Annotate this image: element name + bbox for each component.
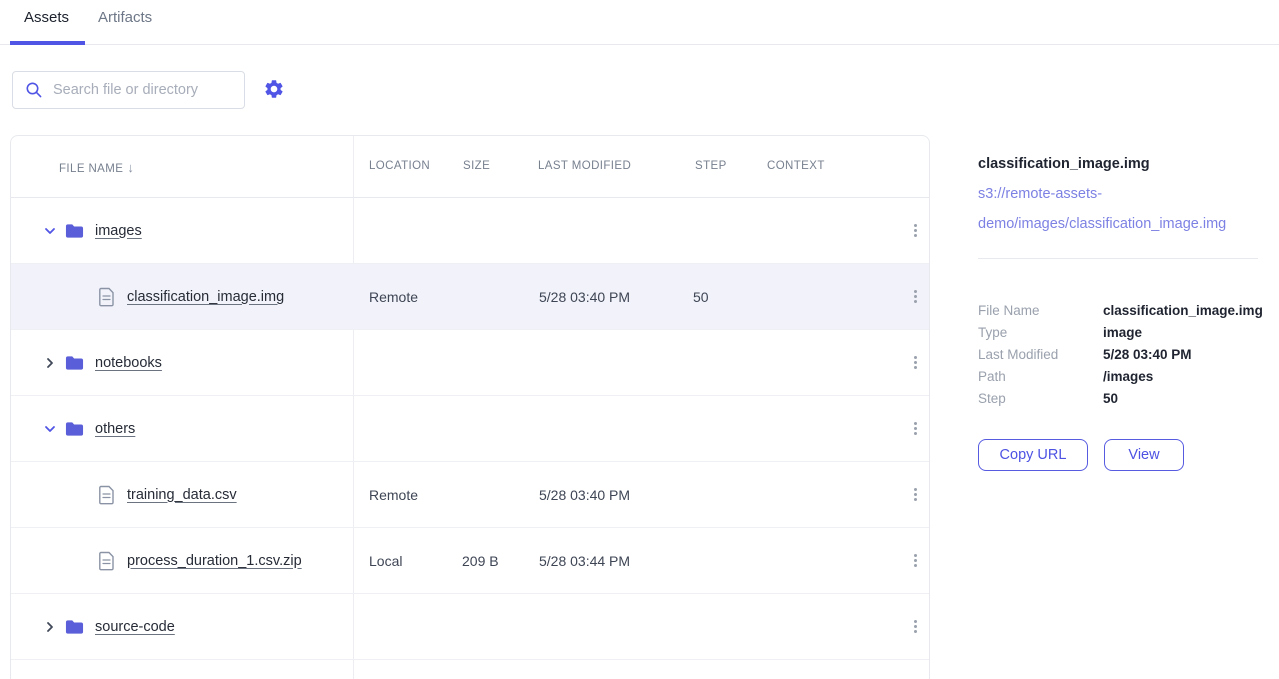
table-row[interactable]: source-code: [11, 594, 929, 660]
table-row[interactable]: images: [11, 198, 929, 264]
chevron-right-icon[interactable]: [42, 619, 58, 635]
chevron-down-icon[interactable]: [42, 421, 58, 437]
tab-assets[interactable]: Assets: [24, 9, 70, 26]
table-row[interactable]: notebooks: [11, 330, 929, 396]
table-row[interactable]: others: [11, 396, 929, 462]
table-row[interactable]: process_duration_1.csv.zip Local 209 B 5…: [11, 528, 929, 594]
column-header-step[interactable]: STEP: [695, 160, 727, 172]
column-header-location[interactable]: LOCATION: [369, 160, 431, 172]
search-box[interactable]: [12, 71, 245, 109]
column-header-file-name[interactable]: FILE NAME ↓: [59, 160, 135, 175]
folder-name-link[interactable]: notebooks: [95, 354, 162, 371]
table-header: FILE NAME ↓ LOCATION SIZE LAST MODIFIED S…: [11, 136, 929, 198]
gear-icon: [265, 80, 283, 98]
chevron-down-icon[interactable]: [42, 223, 58, 239]
cell-size: 209 B: [462, 552, 499, 569]
kebab-menu-button[interactable]: [905, 483, 925, 507]
file-icon: [99, 551, 114, 570]
kebab-menu-button[interactable]: [905, 285, 925, 309]
kebab-menu-button[interactable]: [905, 615, 925, 639]
field-label: Path: [978, 369, 1006, 384]
field-step: Step 50: [978, 391, 1278, 413]
folder-name-link[interactable]: source-code: [95, 618, 175, 635]
field-label: Last Modified: [978, 347, 1059, 362]
cell-step: 50: [693, 288, 709, 305]
kebab-menu-button[interactable]: [905, 417, 925, 441]
field-value: 5/28 03:40 PM: [1103, 347, 1192, 362]
cell-location: Local: [369, 552, 403, 569]
table-row[interactable]: classification_image.img Remote 5/28 03:…: [11, 264, 929, 330]
settings-button[interactable]: [262, 78, 286, 102]
field-file-name: File Name classification_image.img: [978, 303, 1278, 325]
cell-location: Remote: [369, 486, 419, 503]
detail-panel-title: classification_image.img: [978, 156, 1150, 172]
file-name-link[interactable]: training_data.csv: [127, 486, 237, 503]
panel-divider: [978, 258, 1258, 259]
cell-last-modified: 5/28 03:40 PM: [539, 486, 631, 503]
search-icon: [26, 82, 42, 98]
folder-icon: [65, 619, 84, 634]
assets-table: FILE NAME ↓ LOCATION SIZE LAST MODIFIED S…: [10, 135, 930, 679]
folder-name-link[interactable]: others: [95, 420, 136, 437]
tab-artifacts[interactable]: Artifacts: [98, 9, 153, 26]
field-path: Path /images: [978, 369, 1278, 391]
field-label: Type: [978, 325, 1008, 340]
column-header-size[interactable]: SIZE: [463, 160, 491, 172]
column-header-context[interactable]: CONTEXT: [767, 160, 825, 172]
column-divider: [353, 136, 354, 679]
folder-icon: [65, 421, 84, 436]
view-button[interactable]: View: [1104, 439, 1184, 471]
file-name-link[interactable]: process_duration_1.csv.zip: [127, 552, 302, 569]
search-input[interactable]: [53, 82, 233, 98]
cell-last-modified: 5/28 03:40 PM: [539, 288, 631, 305]
file-name-link[interactable]: classification_image.img: [127, 288, 285, 305]
cell-location: Remote: [369, 288, 419, 305]
field-value: image: [1103, 325, 1143, 340]
file-icon: [99, 485, 114, 504]
copy-url-button[interactable]: Copy URL: [978, 439, 1088, 471]
chevron-right-icon[interactable]: [42, 355, 58, 371]
cell-last-modified: 5/28 03:44 PM: [539, 552, 631, 569]
sort-desc-icon[interactable]: ↓: [127, 160, 135, 175]
folder-icon: [65, 355, 84, 370]
field-label: Step: [978, 391, 1006, 406]
asset-url-link[interactable]: s3://remote-assets-: [978, 186, 1103, 202]
file-icon: [99, 287, 114, 306]
field-last-modified: Last Modified 5/28 03:40 PM: [978, 347, 1278, 369]
field-type: Type image: [978, 325, 1278, 347]
asset-url-link[interactable]: demo/images/classification_image.img: [978, 216, 1227, 232]
active-tab-underline: [10, 41, 85, 45]
column-header-last-modified[interactable]: LAST MODIFIED: [538, 160, 632, 172]
kebab-menu-button[interactable]: [905, 351, 925, 375]
field-value: classification_image.img: [1103, 303, 1263, 318]
field-value: 50: [1103, 391, 1119, 406]
folder-icon: [65, 223, 84, 238]
field-label: File Name: [978, 303, 1040, 318]
tab-bar: Assets Artifacts: [0, 0, 1279, 45]
kebab-menu-button[interactable]: [905, 219, 925, 243]
table-row[interactable]: training_data.csv Remote 5/28 03:40 PM: [11, 462, 929, 528]
folder-name-link[interactable]: images: [95, 222, 142, 239]
field-value: /images: [1103, 369, 1154, 384]
kebab-menu-button[interactable]: [905, 549, 925, 573]
